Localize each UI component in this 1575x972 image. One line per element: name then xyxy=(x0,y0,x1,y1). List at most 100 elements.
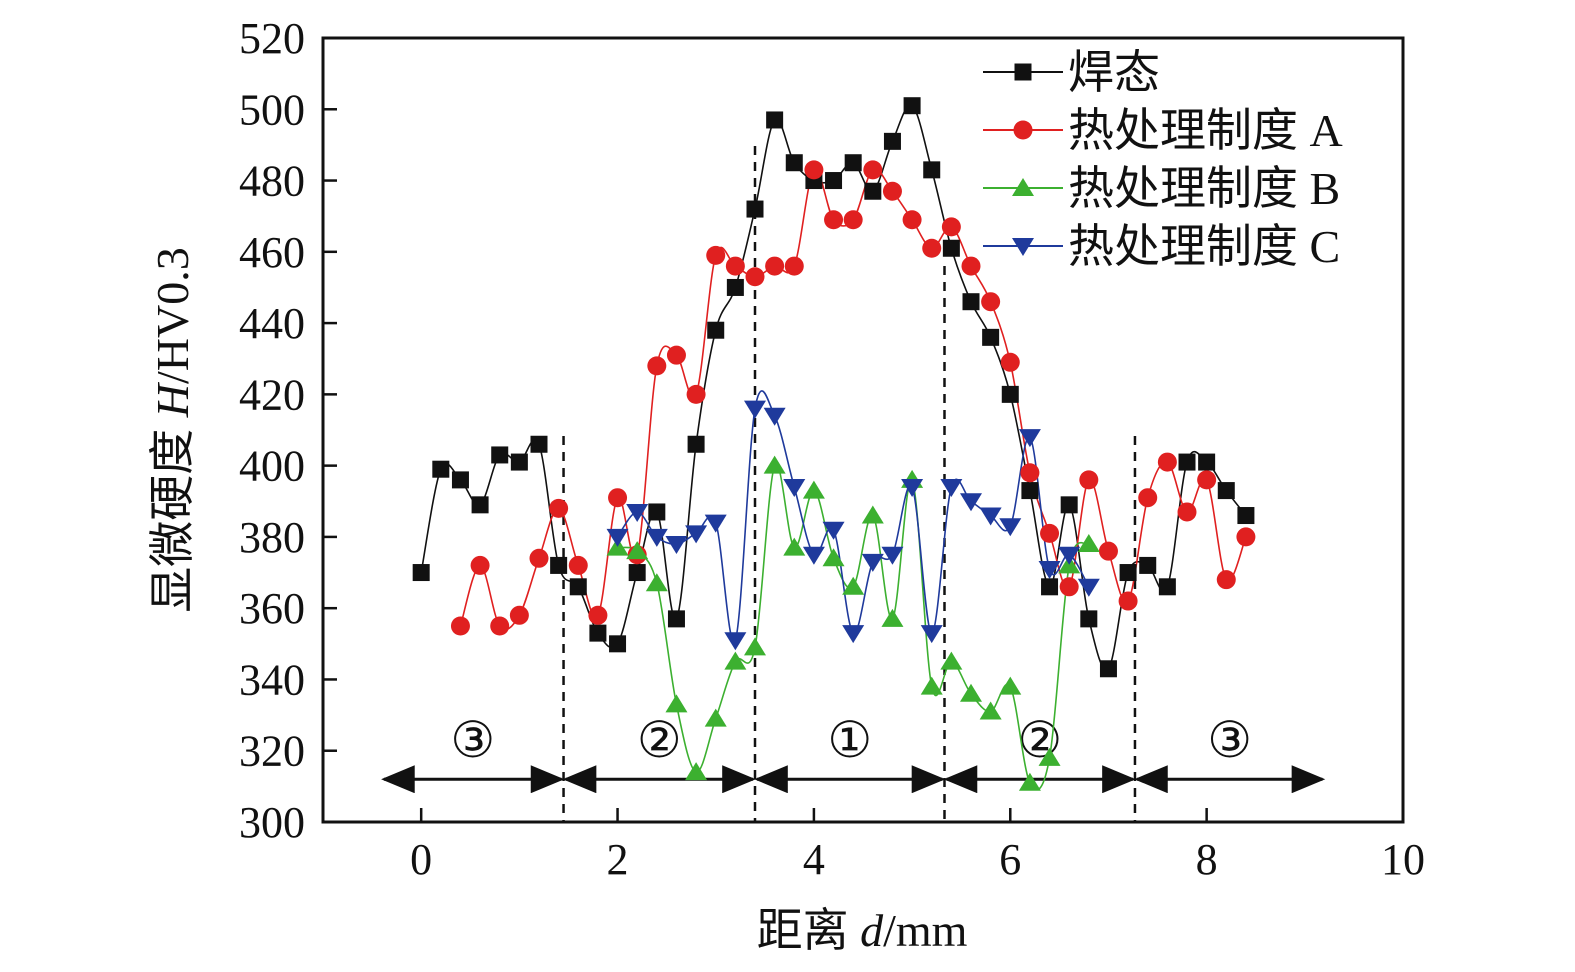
data-point-as-welded xyxy=(1139,556,1157,574)
data-point-heat-treatment-a xyxy=(568,555,588,575)
data-point-as-welded xyxy=(609,635,627,653)
data-point-as-welded xyxy=(825,172,843,190)
data-point-as-welded xyxy=(1041,578,1059,596)
x-tick-label: 10 xyxy=(1381,835,1425,884)
data-point-heat-treatment-c xyxy=(822,521,845,540)
legend-marker-heat-treatment-c xyxy=(1012,238,1034,256)
x-axis-title: 距离 d/mm xyxy=(757,905,968,956)
zone-label: ② xyxy=(637,712,682,768)
data-point-heat-treatment-a xyxy=(863,160,883,180)
zone-label: ① xyxy=(827,712,872,768)
data-point-heat-treatment-a xyxy=(824,210,844,230)
zone-label: ③ xyxy=(450,712,495,768)
data-point-heat-treatment-c xyxy=(802,546,825,565)
data-point-heat-treatment-a xyxy=(981,292,1001,312)
data-point-heat-treatment-c xyxy=(940,479,963,498)
data-point-heat-treatment-c xyxy=(763,407,786,426)
data-point-as-welded xyxy=(746,200,764,218)
y-tick-label: 460 xyxy=(239,228,305,277)
y-tick-label: 360 xyxy=(239,584,305,633)
data-point-as-welded xyxy=(844,154,862,172)
x-tick-label: 2 xyxy=(607,835,629,884)
data-point-as-welded xyxy=(1158,578,1176,596)
x-tick-label: 0 xyxy=(410,835,432,884)
y-axis-title: 显微硬度 H/HV0.3 xyxy=(147,247,198,612)
data-point-as-welded xyxy=(1178,453,1196,471)
y-tick-label: 520 xyxy=(239,14,305,63)
data-point-heat-treatment-c xyxy=(920,625,943,644)
data-point-as-welded xyxy=(1198,453,1216,471)
y-tick-label: 420 xyxy=(239,370,305,419)
data-point-heat-treatment-c xyxy=(744,400,766,419)
y-tick-label: 480 xyxy=(239,157,305,206)
data-point-as-welded xyxy=(1060,496,1078,514)
data-point-heat-treatment-a xyxy=(1000,352,1020,372)
y-tick-label: 380 xyxy=(239,513,305,562)
data-point-heat-treatment-a xyxy=(922,238,942,258)
data-point-as-welded xyxy=(903,97,921,115)
data-point-as-welded xyxy=(982,328,1000,346)
data-point-heat-treatment-a xyxy=(529,548,549,568)
data-point-heat-treatment-b xyxy=(1018,772,1041,791)
data-point-heat-treatment-b xyxy=(665,694,688,713)
data-point-as-welded xyxy=(550,556,568,574)
y-tick-label: 440 xyxy=(239,299,305,348)
data-point-heat-treatment-b xyxy=(881,608,904,627)
x-tick-label: 4 xyxy=(803,835,825,884)
data-point-heat-treatment-b xyxy=(822,548,845,567)
data-point-as-welded xyxy=(667,610,685,628)
data-point-heat-treatment-a xyxy=(765,256,785,276)
data-point-as-welded xyxy=(1217,482,1235,500)
data-point-heat-treatment-a xyxy=(1157,452,1177,472)
data-point-as-welded xyxy=(628,564,646,582)
data-point-heat-treatment-a xyxy=(882,181,902,201)
y-tick-label: 300 xyxy=(239,798,305,847)
data-point-as-welded xyxy=(785,154,803,172)
data-point-as-welded xyxy=(569,578,587,596)
legend-marker-heat-treatment-a xyxy=(1013,120,1033,140)
data-point-as-welded xyxy=(530,435,548,453)
data-point-heat-treatment-b xyxy=(861,505,884,524)
data-point-as-welded xyxy=(923,161,941,179)
data-point-as-welded xyxy=(1237,507,1255,525)
data-point-heat-treatment-c xyxy=(665,536,688,555)
data-point-as-welded xyxy=(510,453,528,471)
data-point-heat-treatment-a xyxy=(1216,570,1236,590)
data-point-heat-treatment-a xyxy=(961,256,981,276)
data-point-heat-treatment-c xyxy=(1058,546,1081,565)
data-point-heat-treatment-a xyxy=(647,356,667,376)
legend-label-heat-treatment-c: 热处理制度 C xyxy=(1068,221,1340,272)
data-point-heat-treatment-b xyxy=(920,676,943,695)
data-point-as-welded xyxy=(471,496,489,514)
data-point-heat-treatment-a xyxy=(1177,502,1197,522)
data-point-heat-treatment-b xyxy=(940,651,963,670)
data-point-as-welded xyxy=(1021,482,1039,500)
x-axis: 0 2 4 6 8 10 xyxy=(410,808,1425,884)
data-point-as-welded xyxy=(432,460,450,478)
data-point-as-welded xyxy=(707,321,725,339)
data-point-heat-treatment-b xyxy=(704,708,727,727)
data-point-as-welded xyxy=(687,435,705,453)
data-point-as-welded xyxy=(589,624,607,642)
data-point-heat-treatment-c xyxy=(606,528,629,547)
data-point-heat-treatment-c xyxy=(1018,429,1041,448)
data-point-heat-treatment-b xyxy=(1077,534,1100,553)
data-point-heat-treatment-a xyxy=(843,210,863,230)
data-point-heat-treatment-a xyxy=(686,384,706,404)
y-tick-label: 320 xyxy=(239,727,305,776)
data-point-as-welded xyxy=(648,503,666,521)
data-point-heat-treatment-b xyxy=(645,573,668,592)
data-point-heat-treatment-a xyxy=(1020,463,1040,483)
data-point-heat-treatment-c xyxy=(960,493,982,512)
data-point-as-welded xyxy=(491,446,509,464)
data-point-heat-treatment-a xyxy=(608,488,628,508)
data-point-heat-treatment-b xyxy=(1038,747,1061,766)
zone-label: ③ xyxy=(1207,712,1252,768)
data-point-heat-treatment-a xyxy=(1098,541,1118,561)
data-point-heat-treatment-a xyxy=(804,160,824,180)
data-point-as-welded xyxy=(864,182,882,200)
data-point-heat-treatment-b xyxy=(724,651,747,670)
data-point-heat-treatment-a xyxy=(725,256,745,276)
data-point-heat-treatment-a xyxy=(1079,470,1099,490)
